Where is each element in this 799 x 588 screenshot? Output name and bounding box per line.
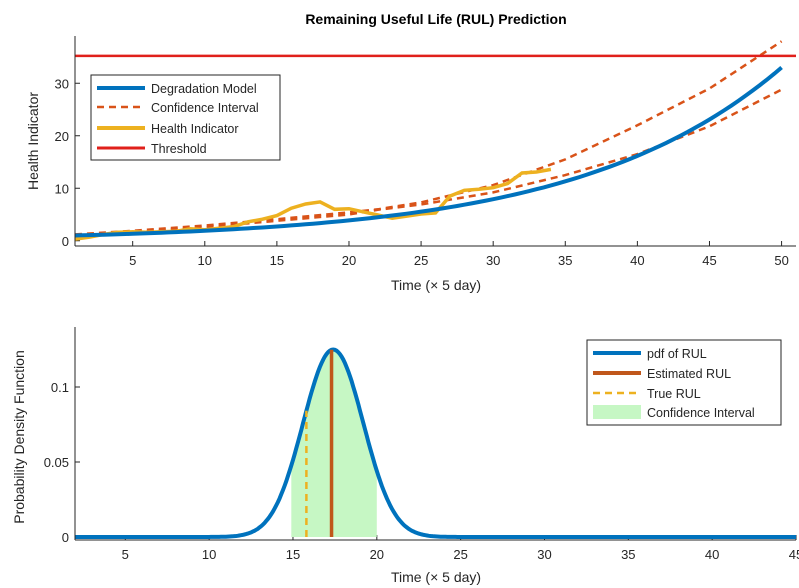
series-health-indicator [74, 167, 552, 241]
legend-label-pdf: pdf of RUL [647, 347, 707, 361]
bottom-y-tick-label: 0.05 [44, 455, 69, 470]
top-y-tick-label: 30 [55, 76, 69, 91]
top-axes-box [74, 36, 796, 247]
bottom-axes-box [74, 327, 796, 541]
top-x-tick-label: 45 [702, 253, 716, 268]
series-pdf-of-rul [75, 347, 796, 539]
bottom-x-tick-label: 25 [453, 547, 467, 562]
legend-label-health-indicator: Health Indicator [151, 122, 239, 136]
top-x-tick-label: 5 [129, 253, 136, 268]
top-x-tick-label: 30 [486, 253, 500, 268]
bottom-x-tick-label: 20 [370, 547, 384, 562]
bottom-x-tick-label: 35 [621, 547, 635, 562]
series-confidence-upper [74, 40, 783, 236]
bottom-x-tick-label: 30 [537, 547, 551, 562]
top-x-tick-label: 20 [342, 253, 356, 268]
rul-prediction-chart: Remaining Useful Life (RUL) Prediction 5… [25, 11, 796, 293]
top-plot-area [74, 40, 796, 241]
bottom-legend: pdf of RUL Estimated RUL True RUL Confid… [586, 339, 782, 426]
legend-label-confidence-interval: Confidence Interval [151, 101, 259, 115]
bottom-x-axis-label: Time (× 5 day) [391, 569, 481, 585]
confidence-interval-band [291, 349, 377, 537]
top-y-tick-label: 20 [55, 129, 69, 144]
legend-label-confidence-band: Confidence Interval [647, 406, 755, 420]
chart-title: Remaining Useful Life (RUL) Prediction [305, 11, 566, 27]
bottom-tick-labels: 5 10 15 20 25 30 35 40 45 0 0.05 0.1 [44, 380, 799, 562]
rul-pdf-chart: 5 10 15 20 25 30 35 40 45 0 0.05 0.1 Time (× 5 day)… [11, 327, 799, 585]
top-x-tick-label: 25 [414, 253, 428, 268]
top-x-axis-label: Time (× 5 day) [391, 277, 481, 293]
top-y-tick-label: 0 [62, 234, 69, 249]
legend-label-estimated-rul: Estimated RUL [647, 367, 731, 381]
top-x-tick-label: 40 [630, 253, 644, 268]
top-tick-labels: 5 10 15 20 25 30 35 40 45 50 0 10 20 30 [55, 76, 789, 268]
top-x-tick-label: 15 [270, 253, 284, 268]
top-legend: Degradation Model Confidence Interval He… [90, 74, 281, 161]
bottom-x-tick-label: 15 [286, 547, 300, 562]
bottom-x-tick-label: 5 [122, 547, 129, 562]
top-x-tick-label: 10 [198, 253, 212, 268]
bottom-y-tick-label: 0.1 [51, 380, 69, 395]
series-degradation-model [74, 65, 783, 238]
legend-label-degradation-model: Degradation Model [151, 82, 257, 96]
legend-swatch-confidence-band [593, 405, 641, 419]
bottom-plot-area [75, 347, 796, 539]
top-x-tick-label: 35 [558, 253, 572, 268]
top-y-axis-label: Health Indicator [25, 92, 41, 190]
top-y-tick-label: 10 [55, 181, 69, 196]
bottom-x-tick-label: 45 [789, 547, 799, 562]
bottom-x-tick-label: 10 [202, 547, 216, 562]
bottom-y-tick-label: 0 [62, 530, 69, 545]
bottom-y-axis-label: Probability Density Function [11, 350, 27, 524]
top-x-tick-label: 50 [774, 253, 788, 268]
bottom-x-tick-label: 40 [705, 547, 719, 562]
legend-label-threshold: Threshold [151, 142, 207, 156]
legend-label-true-rul: True RUL [647, 387, 701, 401]
